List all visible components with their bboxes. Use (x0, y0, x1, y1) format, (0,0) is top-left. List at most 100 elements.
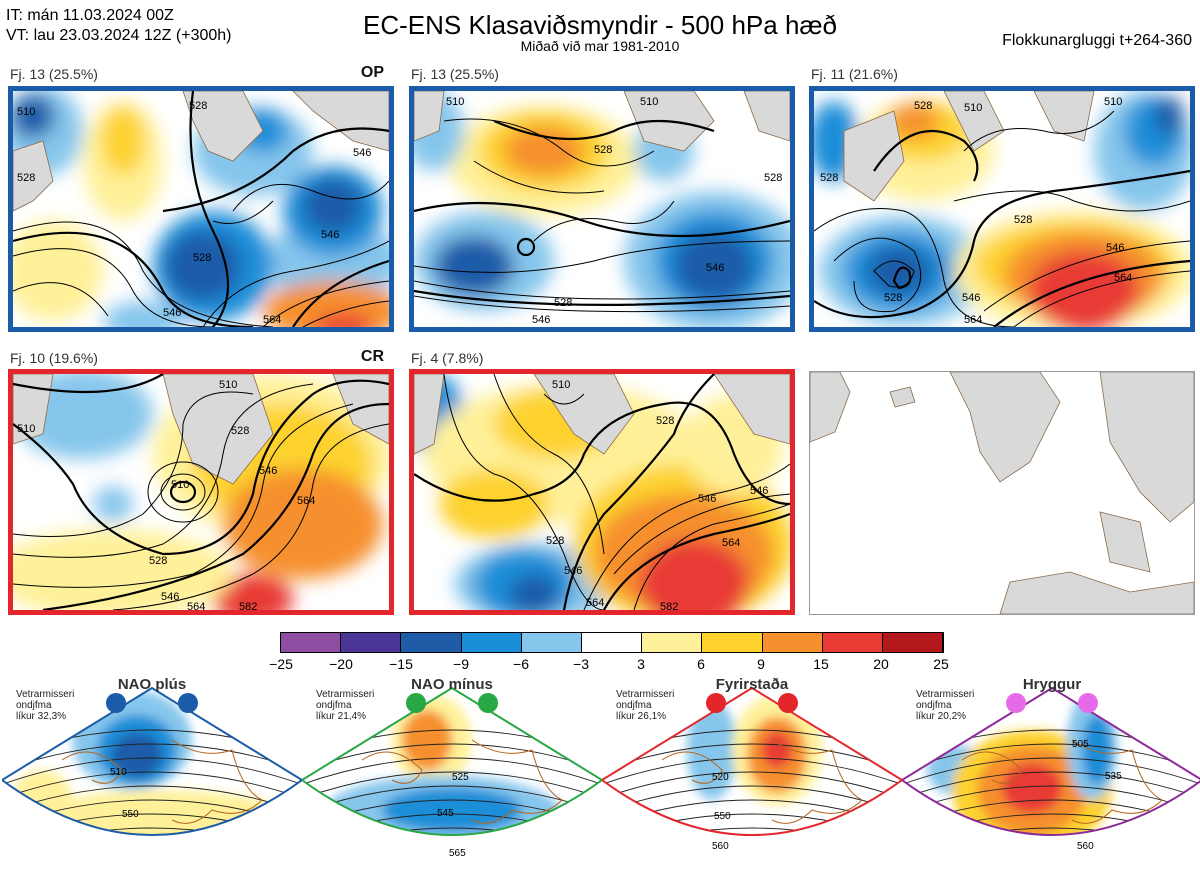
colorbar-tick-label: −3 (573, 656, 589, 672)
colorbar (280, 632, 944, 653)
regime-contour-label: 520 (712, 772, 729, 783)
regime-note: Vetrarmisseri ondjfma líkur 32,3% (16, 689, 74, 722)
panel-2-label: Fj. 13 (25.5%) (411, 66, 499, 82)
colorbar-swatch (461, 633, 522, 652)
colorbar-tick-label: 25 (933, 656, 949, 672)
contour-label: 528 (231, 425, 249, 437)
contour-label: 528 (546, 535, 564, 547)
colorbar-swatch (581, 633, 643, 652)
cluster-map-4: 510 510 528 546 510 564 528 546 564 582 (13, 374, 389, 610)
regime-contour-label: 510 (110, 767, 127, 778)
regime-marker-dot (406, 693, 426, 713)
colorbar-tick-label: 3 (637, 656, 645, 672)
contour-label: 546 (161, 591, 179, 603)
regime-contour-label: 550 (714, 811, 731, 822)
colorbar-tick-label: −9 (453, 656, 469, 672)
contour-label: 528 (17, 172, 35, 184)
contour-label: 546 (706, 262, 724, 274)
cluster-map-2: 510 510 528 528 546 528 546 (414, 91, 790, 327)
regime-note: Vetrarmisseri ondjfma líkur 26,1% (616, 689, 674, 722)
cluster-map-1: 510 528 528 546 528 546 546 564 (13, 91, 389, 327)
contour-label: 510 (17, 423, 35, 435)
contour-label: 528 (1014, 214, 1032, 226)
contour-label: 528 (656, 415, 674, 427)
colorbar-tick-label: −6 (513, 656, 529, 672)
regime-note: Vetrarmisseri ondjfma líkur 20,2% (916, 689, 974, 722)
init-time: IT: mán 11.03.2024 00Z (6, 7, 174, 24)
contour-label: 564 (964, 314, 982, 326)
contour-label: 510 (552, 379, 570, 391)
colorbar-tick-label: −20 (329, 656, 353, 672)
regime-note-line: ondjfma (916, 700, 952, 711)
regime-contour-label: 550 (122, 809, 139, 820)
colorbar-tick-label: 6 (697, 656, 705, 672)
contour-label: 546 (532, 314, 550, 326)
contour-label: 546 (163, 307, 181, 319)
regime-marker-dot (1006, 693, 1026, 713)
panel-3-label: Fj. 11 (21.6%) (811, 66, 898, 82)
regime-contour-label: 560 (712, 841, 729, 852)
contour-label: 510 (1104, 96, 1122, 108)
contour-label: 528 (594, 144, 612, 156)
regime-note-line: líkur 20,2% (916, 711, 967, 722)
regime-contour-label: 560 (1077, 841, 1094, 852)
colorbar-swatch (822, 633, 883, 652)
regime-map-2: 525 545 565 (302, 686, 602, 859)
regime-note-line: Vetrarmisseri (616, 689, 675, 700)
colorbar-swatch (281, 633, 342, 652)
contour-label: 582 (239, 601, 257, 610)
regime-note: Vetrarmisseri ondjfma líkur 21,4% (316, 689, 374, 722)
panel-4-tag: CR (360, 348, 384, 365)
contour-label: 564 (586, 597, 604, 609)
cluster-panel-1: 510 528 528 546 528 546 546 564 (8, 86, 394, 332)
regime-border (302, 686, 602, 836)
regime-map-4: 505 535 560 (902, 686, 1200, 852)
cluster-panel-5: 510 528 528 546 546 564 546 564 582 (409, 369, 795, 615)
contour-label: 564 (263, 314, 281, 326)
cluster-map-5: 510 528 528 546 546 564 546 564 582 (414, 374, 790, 610)
cluster-panel-3: 528 510 510 528 528 546 564 546 528 564 (809, 86, 1195, 332)
regime-note-line: líkur 32,3% (16, 711, 67, 722)
contour-label: 528 (193, 252, 211, 264)
regime-note-line: ondjfma (616, 700, 652, 711)
regime-contour-label: 505 (1072, 739, 1089, 750)
colorbar-tick-label: −15 (389, 656, 413, 672)
regime-marker-dot (706, 693, 726, 713)
regime-title: Fyrirstaða (715, 676, 789, 693)
colorbar-tick-label: 9 (757, 656, 765, 672)
contour-label: 546 (750, 485, 768, 497)
contour-label: 510 (446, 96, 464, 108)
regime-note-line: líkur 21,4% (316, 711, 367, 722)
classification-window: Flokkunargluggi t+264-360 (1002, 32, 1192, 49)
cluster-panel-4: 510 510 528 546 510 564 528 546 564 582 (8, 369, 394, 615)
contour-label: 564 (297, 495, 315, 507)
colorbar-swatch (401, 633, 462, 652)
regime-contour-label: 565 (449, 848, 466, 859)
regime-border (2, 686, 302, 836)
colorbar-swatch (762, 633, 823, 652)
contour-label: 510 (17, 106, 35, 118)
contour-label: 528 (914, 100, 932, 112)
regime-note-line: Vetrarmisseri (916, 689, 975, 700)
regime-contour-label: 545 (437, 808, 454, 819)
colorbar-tick-label: 15 (813, 656, 829, 672)
regime-map-1: 510 550 (2, 686, 302, 836)
regime-border (602, 686, 902, 836)
contour-label: 528 (189, 100, 207, 112)
empty-map-panel (809, 371, 1195, 615)
panel-1-label: Fj. 13 (25.5%) (10, 66, 98, 82)
colorbar-swatch (702, 633, 763, 652)
regime-contour-label: 525 (452, 772, 469, 783)
colorbar-swatch (882, 633, 944, 652)
regime-note-line: ondjfma (16, 700, 52, 711)
colorbar-tick-label: 20 (873, 656, 889, 672)
colorbar-swatch (521, 633, 582, 652)
empty-map (810, 372, 1194, 614)
regime-note-line: líkur 26,1% (616, 711, 667, 722)
colorbar-swatch (341, 633, 402, 652)
page-title: EC-ENS Klasaviðsmyndir - 500 hPa hæð (363, 10, 837, 40)
contour-label: 528 (884, 292, 902, 304)
contour-label: 528 (554, 297, 572, 309)
regime-marker-dot (178, 693, 198, 713)
regime-note-line: Vetrarmisseri (316, 689, 375, 700)
